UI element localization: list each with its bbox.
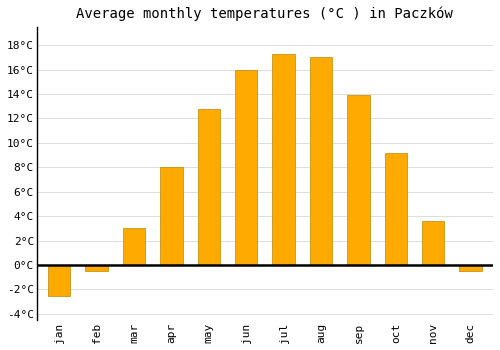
Bar [422,221,444,265]
Bar [460,265,482,271]
Bar [86,265,108,271]
Bar [310,57,332,265]
Bar [235,70,258,265]
Bar [160,167,182,265]
Bar [347,95,370,265]
Bar [198,108,220,265]
Bar [123,229,145,265]
Title: Average monthly temperatures (°C ) in Paczków: Average monthly temperatures (°C ) in Pa… [76,7,454,21]
Bar [48,265,70,296]
Bar [384,153,407,265]
Bar [272,54,295,265]
